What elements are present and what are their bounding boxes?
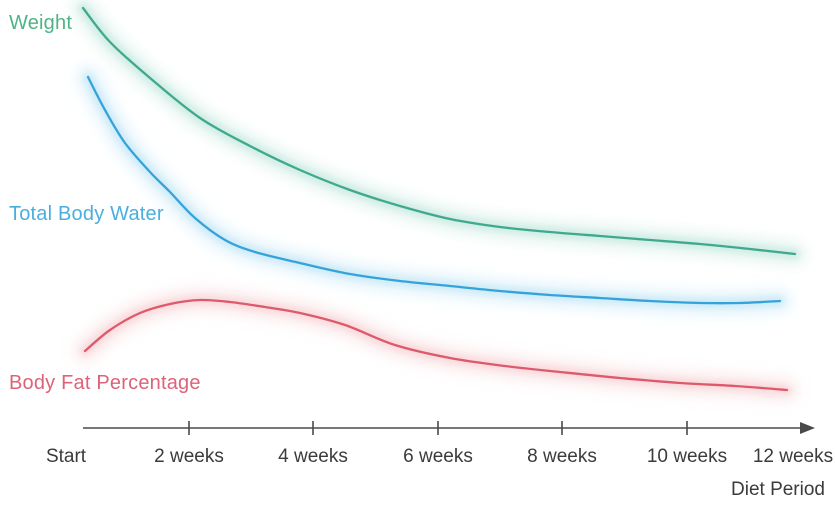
series-label-body-fat-percentage: Body Fat Percentage (9, 372, 201, 394)
x-axis-arrowhead (800, 422, 815, 434)
tick-label-2-weeks: 2 weeks (154, 446, 224, 467)
x-axis (83, 421, 815, 435)
curves-group (72, 0, 806, 401)
curve-total-body-water-line (86, 75, 782, 305)
tick-label-10-weeks: 10 weeks (646, 446, 728, 467)
tick-label-12-weeks: 12 weeks (752, 446, 834, 467)
curve-body-fat-percentage-line (83, 298, 789, 392)
tick-label-6-weeks: 6 weeks (403, 446, 473, 467)
series-label-weight: Weight (9, 12, 73, 34)
curve-weight-line (81, 6, 797, 256)
tick-label-8-weeks: 8 weeks (527, 446, 597, 467)
series-label-total-body-water: Total Body Water (9, 203, 164, 225)
tick-label-4-weeks: 4 weeks (278, 446, 348, 467)
tick-label-start: Start (45, 446, 87, 467)
x-axis-title: Diet Period (731, 479, 825, 500)
